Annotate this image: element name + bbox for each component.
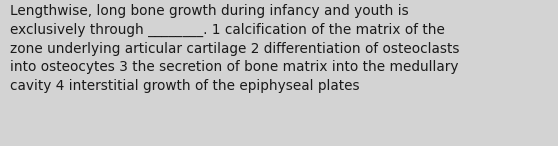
Text: Lengthwise, long bone growth during infancy and youth is
exclusively through ___: Lengthwise, long bone growth during infa…: [10, 4, 460, 93]
